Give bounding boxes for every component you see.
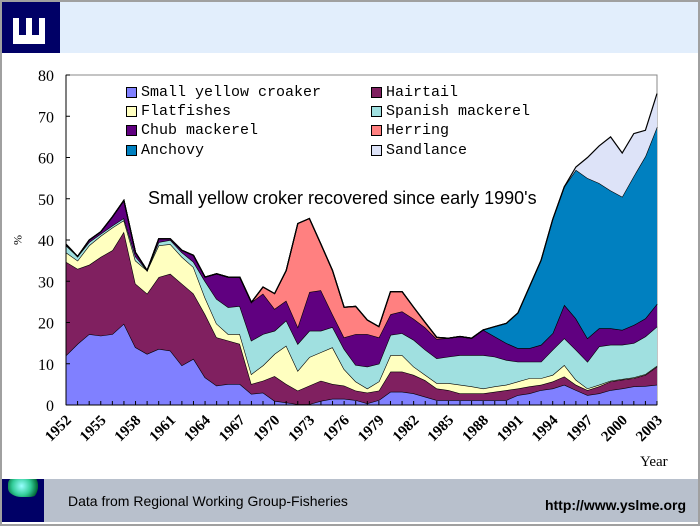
x-tick-label: 1973: [286, 413, 319, 446]
legend-label: Flatfishes: [141, 103, 232, 120]
x-tick-label: 1964: [181, 412, 214, 445]
legend-swatch: [126, 125, 137, 136]
legend-swatch: [371, 87, 382, 98]
legend-label: Anchovy: [141, 142, 205, 159]
x-tick-label: 1970: [251, 413, 284, 446]
x-tick-label: 1979: [355, 413, 388, 446]
legend-item: Sandlance: [371, 142, 467, 159]
x-tick-label: 2003: [633, 413, 666, 446]
x-tick-label: 1976: [320, 412, 353, 445]
legend-swatch: [126, 106, 137, 117]
x-tick-label: 1997: [564, 412, 597, 445]
y-tick-label: 10: [38, 357, 54, 374]
x-tick-label: 1988: [459, 413, 492, 446]
legend-swatch: [371, 145, 382, 156]
x-axis-label: Year: [640, 454, 668, 470]
y-tick-label: 70: [38, 109, 54, 126]
x-tick-label: 2000: [599, 413, 632, 446]
x-tick-label: 1985: [425, 413, 458, 446]
area-spanish-mackerel: [66, 218, 657, 389]
legend-item: Small yellow croaker: [126, 84, 321, 101]
x-tick-label: 1958: [112, 413, 145, 446]
boundary-sandlance: [65, 93, 658, 339]
x-tick-label: 1991: [494, 413, 527, 446]
y-tick-label: 50: [38, 192, 54, 209]
legend-item: Herring: [371, 122, 449, 139]
legend-label: Spanish mackerel: [386, 103, 531, 120]
x-tick-label: 1967: [216, 412, 249, 445]
area-herring: [66, 200, 657, 349]
website-link[interactable]: http://www.yslme.org: [544, 497, 686, 513]
legend-label: Herring: [386, 122, 450, 139]
y-axis-label: %: [11, 235, 25, 245]
x-tick-label: 1952: [42, 413, 75, 446]
y-tick-label: 60: [38, 151, 54, 168]
legend-label: Chub mackerel: [141, 122, 259, 139]
legend-item: Spanish mackerel: [371, 103, 530, 120]
x-tick-label: 1982: [390, 413, 423, 446]
y-tick-label: 0: [46, 398, 54, 415]
legend-label: Small yellow croaker: [141, 84, 322, 101]
legend-label: Sandlance: [386, 142, 468, 159]
x-tick-label: 1955: [77, 413, 110, 446]
area-small-yellow-croaker: [66, 323, 657, 405]
legend-swatch: [126, 145, 137, 156]
legend-item: Anchovy: [126, 142, 204, 159]
logo-glyph-icon: [13, 18, 45, 44]
y-tick-label: 20: [38, 316, 54, 333]
legend-label: Hairtail: [386, 84, 459, 101]
slide-header-band: [2, 2, 698, 53]
organization-logo: [2, 2, 60, 53]
data-source-note: Data from Regional Working Group-Fisheri…: [68, 493, 348, 509]
x-tick-label: 1994: [529, 412, 562, 445]
chart-annotation: Small yellow croker recovered since earl…: [148, 188, 537, 208]
y-tick-label: 30: [38, 274, 54, 291]
x-tick-label: 1961: [147, 413, 180, 446]
legend-swatch: [126, 87, 137, 98]
yellow-sea-logo: [2, 479, 44, 522]
area-chub-mackerel: [66, 200, 657, 367]
legend-item: Chub mackerel: [126, 122, 258, 139]
legend-item: Flatfishes: [126, 103, 231, 120]
area-anchovy: [66, 127, 657, 349]
legend-swatch: [371, 125, 382, 136]
y-tick-label: 80: [38, 68, 54, 85]
legend-swatch: [371, 106, 382, 117]
slide-footer-band: [2, 479, 698, 522]
area-hairtail: [66, 231, 657, 405]
yellow-sea-map-icon: [8, 479, 42, 497]
y-tick-label: 40: [38, 233, 54, 250]
legend-item: Hairtail: [371, 84, 458, 101]
